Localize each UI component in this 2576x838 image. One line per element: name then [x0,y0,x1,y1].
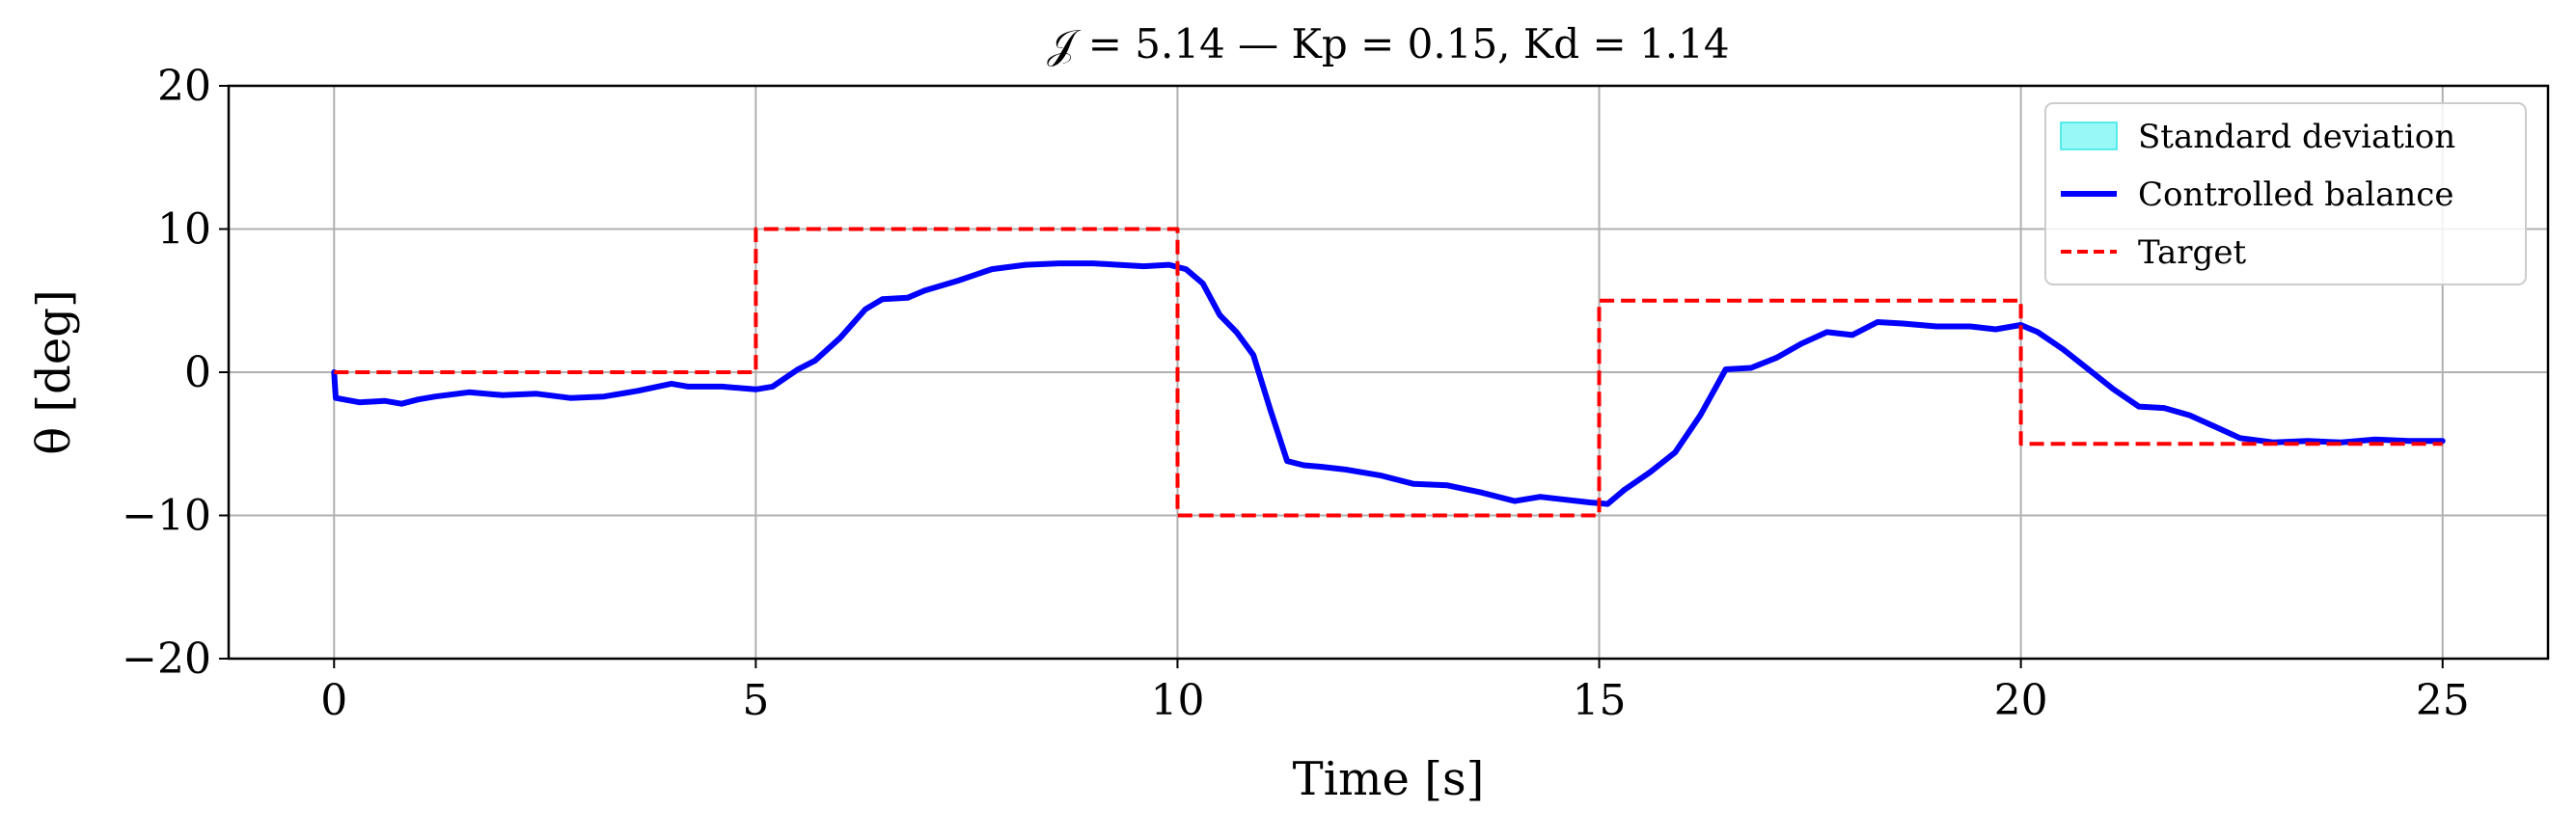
y-axis-label: θ [deg] [27,289,81,454]
legend-label: Target [2138,233,2246,272]
x-tick-label: 20 [1994,676,2048,725]
chart-title: 𝒥 = 5.14 — Kp = 0.15, Kd = 1.14 [1047,20,1729,68]
y-tick-label: 0 [184,348,211,397]
x-axis-label: Time [s] [1293,752,1485,806]
x-tick-label: 25 [2416,676,2470,725]
legend-label: Standard deviation [2138,118,2455,156]
x-tick-label: 0 [320,676,347,725]
legend-box [2044,102,2527,285]
controlled-balance-line [331,260,2446,507]
legend: Standard deviation Controlled balance Targ… [2044,102,2527,285]
legend-label: Controlled balance [2138,176,2453,214]
y-tick-label: −10 [122,492,211,541]
x-tick-label: 10 [1150,676,1204,725]
y-tick-label: 10 [157,205,211,255]
x-tick-label: 5 [742,676,769,725]
series-layer [331,227,2446,518]
target-line [334,227,2443,518]
y-tick-label: −20 [122,635,211,684]
x-tick-label: 15 [1573,676,1627,725]
ticks: 0 5 10 15 20 25 20 10 0 −10 −20 [122,62,2470,725]
y-tick-label: 20 [157,62,211,111]
legend-swatch-band [2060,122,2118,150]
